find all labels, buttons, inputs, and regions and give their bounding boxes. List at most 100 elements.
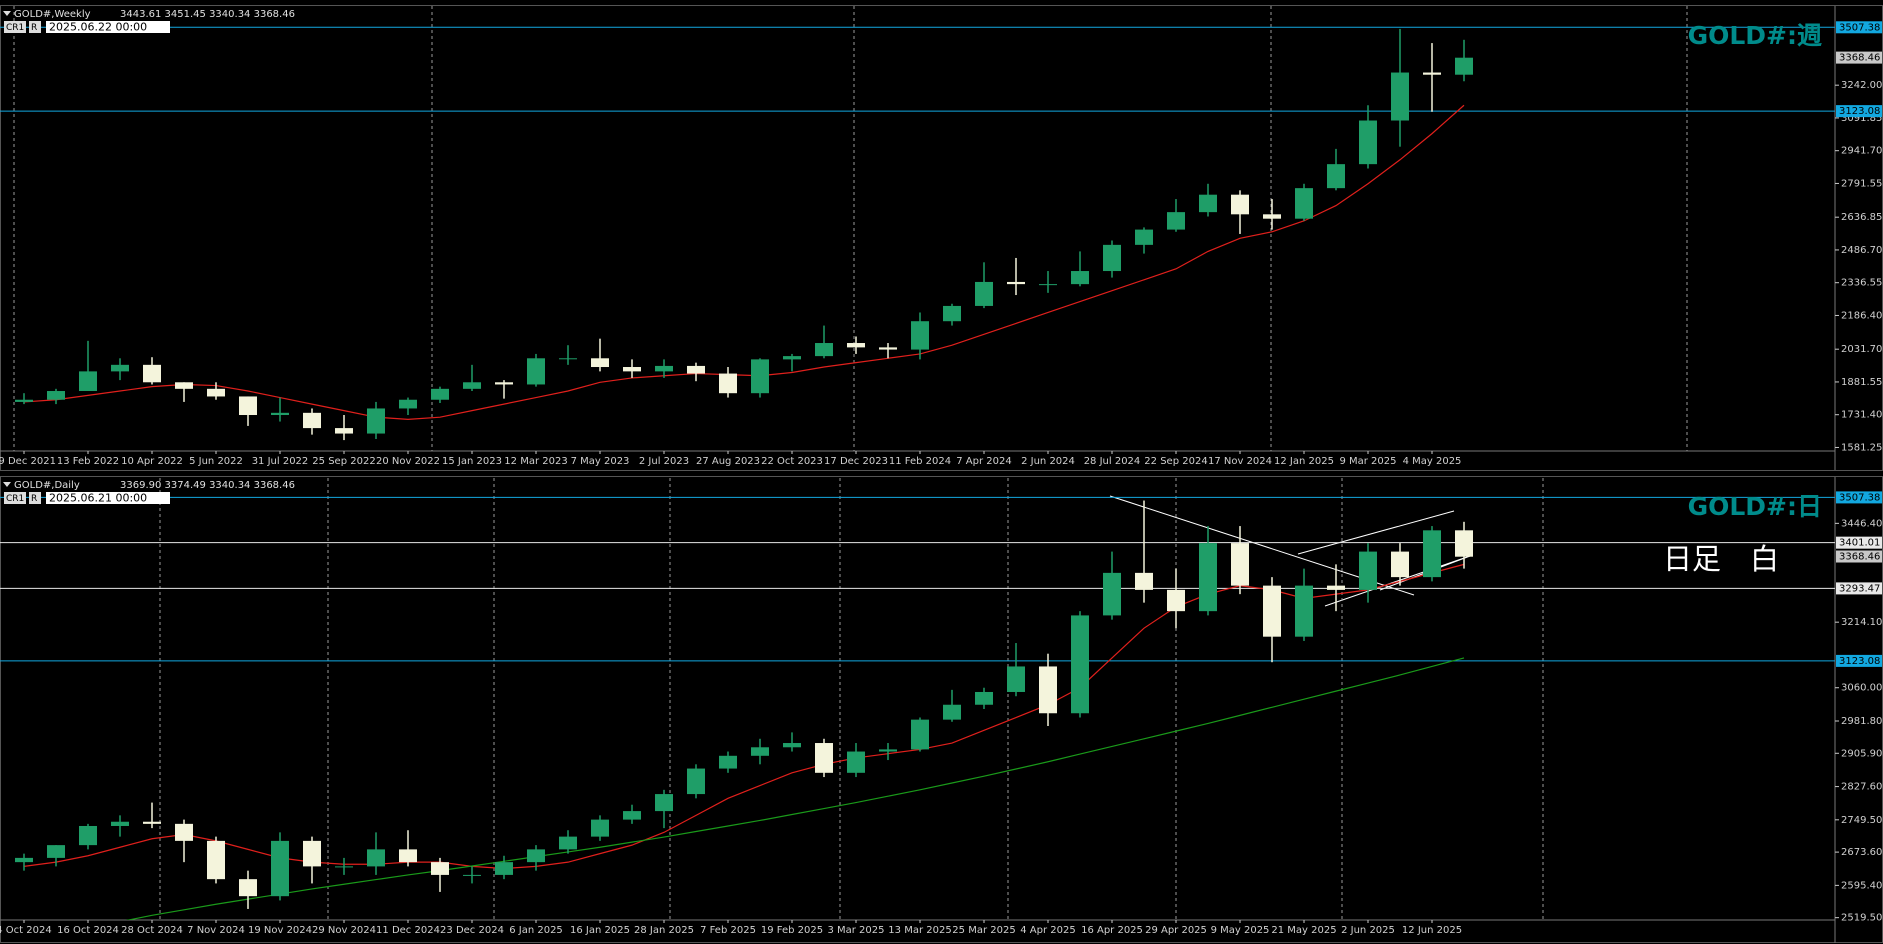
annotation: 日足 白 [1663, 542, 1779, 576]
last-price-label-bg [1836, 550, 1882, 563]
level-label-bg [1836, 21, 1882, 34]
candle-body [47, 845, 65, 858]
candle-body [879, 347, 897, 350]
candle-body [335, 866, 353, 868]
x-tick-label: 3 Mar 2025 [827, 925, 884, 936]
candle-body [463, 874, 481, 876]
candle-body [751, 747, 769, 756]
candle-body [1455, 530, 1473, 557]
candle-body [1263, 214, 1281, 219]
candle-body [847, 751, 865, 773]
candle-body [655, 365, 673, 372]
y-tick-label: 2827.60 [1841, 782, 1882, 793]
candle-body [143, 821, 161, 824]
ohlc: 3443.61 3451.45 3340.34 3368.46 [120, 9, 295, 20]
candle-body [495, 382, 513, 385]
x-tick-label: 21 May 2025 [1271, 925, 1336, 936]
candle-body [1327, 164, 1345, 189]
candle-body [303, 412, 321, 429]
x-tick-label: 2 Jul 2023 [639, 456, 689, 467]
x-tick-label: 16 Jan 2025 [570, 925, 630, 936]
level-label-bg [1836, 654, 1882, 667]
level-label: 3401.01 [1839, 538, 1880, 549]
time: 2025.06.21 00:00 [49, 492, 147, 505]
x-tick-label: 23 Dec 2024 [440, 925, 504, 936]
candle-body [655, 794, 673, 812]
candle-body [527, 358, 545, 385]
candle-body [751, 359, 769, 394]
x-tick-label: 19 Nov 2024 [248, 925, 312, 936]
candle-body [847, 343, 865, 348]
x-tick-label: 7 Feb 2025 [700, 925, 756, 936]
x-tick-label: 28 Jul 2024 [1084, 456, 1141, 467]
candle-body [399, 399, 417, 409]
candle-body [1359, 551, 1377, 590]
watermark: GOLD#:日 [1688, 492, 1822, 521]
collapse-arrow [3, 482, 11, 487]
y-tick-label: 2905.90 [1841, 748, 1882, 759]
last-price-label: 3368.46 [1839, 53, 1880, 64]
candle-body [1135, 572, 1153, 590]
x-tick-label: 5 Jun 2022 [189, 456, 243, 467]
y-tick-label: 2673.60 [1841, 847, 1882, 858]
level-label: 3123.08 [1839, 106, 1880, 117]
x-tick-label: 27 Aug 2023 [696, 456, 760, 467]
x-tick-label: 15 Jan 2023 [442, 456, 502, 467]
candle-body [911, 719, 929, 750]
x-tick-label: 7 Nov 2024 [187, 925, 245, 936]
trendline [1324, 555, 1471, 607]
candle-body [79, 825, 97, 846]
candle-body [111, 821, 129, 826]
x-tick-label: 17 Dec 2023 [824, 456, 888, 467]
ohlc: 3369.90 3374.49 3340.34 3368.46 [120, 480, 295, 491]
badge: CR1 [6, 23, 24, 33]
candle-body [1391, 551, 1409, 578]
plot [0, 26, 1835, 441]
level-label-bg [1836, 491, 1882, 504]
x-tick-label: 22 Sep 2024 [1144, 456, 1207, 467]
candle-body [303, 840, 321, 867]
x-tick-label: 4 Oct 2024 [0, 925, 52, 936]
candle-body [815, 343, 833, 357]
level-label-bg [1836, 582, 1882, 595]
x-tick-label: 25 Mar 2025 [952, 925, 1015, 936]
x-tick-label: 25 Sep 2022 [312, 456, 375, 467]
x-tick-label: 29 Apr 2025 [1145, 925, 1207, 936]
y-tick-label: 3091.85 [1841, 113, 1882, 124]
badge-bg [4, 492, 26, 504]
x-tick-label: 20 Nov 2022 [376, 456, 440, 467]
x-tick-label: 12 Jun 2025 [1402, 925, 1462, 936]
moving-average [125, 657, 1465, 920]
candle-body [1071, 271, 1089, 285]
candle-body [1103, 572, 1121, 616]
candle-body [175, 382, 193, 389]
x-tick-label: 16 Oct 2024 [57, 925, 119, 936]
candle-body [1199, 543, 1217, 612]
candle-body [271, 412, 289, 416]
candle-body [1007, 666, 1025, 692]
x-tick-label: 13 Mar 2025 [888, 925, 951, 936]
candle-body [1103, 244, 1121, 272]
candle-body [1167, 212, 1185, 230]
y-tick-label: 2981.80 [1841, 716, 1882, 727]
x-tick-label: 9 May 2025 [1211, 925, 1270, 936]
x-tick-label: 4 Apr 2025 [1020, 925, 1075, 936]
y-tick-label: 1581.25 [1841, 442, 1882, 453]
candle-body [1007, 281, 1025, 285]
candle-body [591, 819, 609, 837]
candle-body [879, 749, 897, 752]
time-box [46, 21, 170, 33]
badge: R [31, 23, 37, 33]
candle-body [1391, 72, 1409, 121]
y-tick-label: 1881.55 [1841, 377, 1882, 388]
y-tick-label: 3446.40 [1841, 518, 1882, 529]
y-tick-label: 2636.85 [1841, 212, 1882, 223]
candle-body [1359, 120, 1377, 165]
candle-body [1423, 530, 1441, 578]
candle-body [1263, 585, 1281, 637]
y-tick-label: 2186.40 [1841, 310, 1882, 321]
candle-body [1295, 188, 1313, 219]
y-tick-label: 3060.00 [1841, 683, 1882, 694]
x-tick-label: 4 May 2025 [1403, 456, 1462, 467]
